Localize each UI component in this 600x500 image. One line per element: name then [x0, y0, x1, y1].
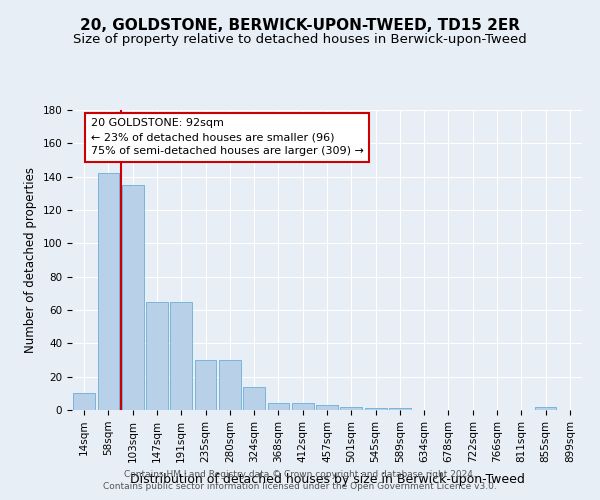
Text: Contains public sector information licensed under the Open Government Licence v3: Contains public sector information licen… [103, 482, 497, 491]
Bar [340, 406, 362, 410]
X-axis label: Distribution of detached houses by size in Berwick-upon-Tweed: Distribution of detached houses by size … [130, 473, 524, 486]
Bar [219, 360, 241, 410]
Bar [73, 394, 95, 410]
Bar [170, 302, 192, 410]
Bar [97, 174, 119, 410]
Text: 20, GOLDSTONE, BERWICK-UPON-TWEED, TD15 2ER: 20, GOLDSTONE, BERWICK-UPON-TWEED, TD15 … [80, 18, 520, 32]
Bar [146, 302, 168, 410]
Bar [243, 386, 265, 410]
Bar [365, 408, 386, 410]
Bar [268, 404, 289, 410]
Bar [292, 404, 314, 410]
Bar [316, 405, 338, 410]
Text: 20 GOLDSTONE: 92sqm
← 23% of detached houses are smaller (96)
75% of semi-detach: 20 GOLDSTONE: 92sqm ← 23% of detached ho… [91, 118, 364, 156]
Y-axis label: Number of detached properties: Number of detached properties [24, 167, 37, 353]
Bar [122, 185, 143, 410]
Bar [194, 360, 217, 410]
Bar [389, 408, 411, 410]
Text: Contains HM Land Registry data © Crown copyright and database right 2024.: Contains HM Land Registry data © Crown c… [124, 470, 476, 479]
Text: Size of property relative to detached houses in Berwick-upon-Tweed: Size of property relative to detached ho… [73, 32, 527, 46]
Bar [535, 406, 556, 410]
